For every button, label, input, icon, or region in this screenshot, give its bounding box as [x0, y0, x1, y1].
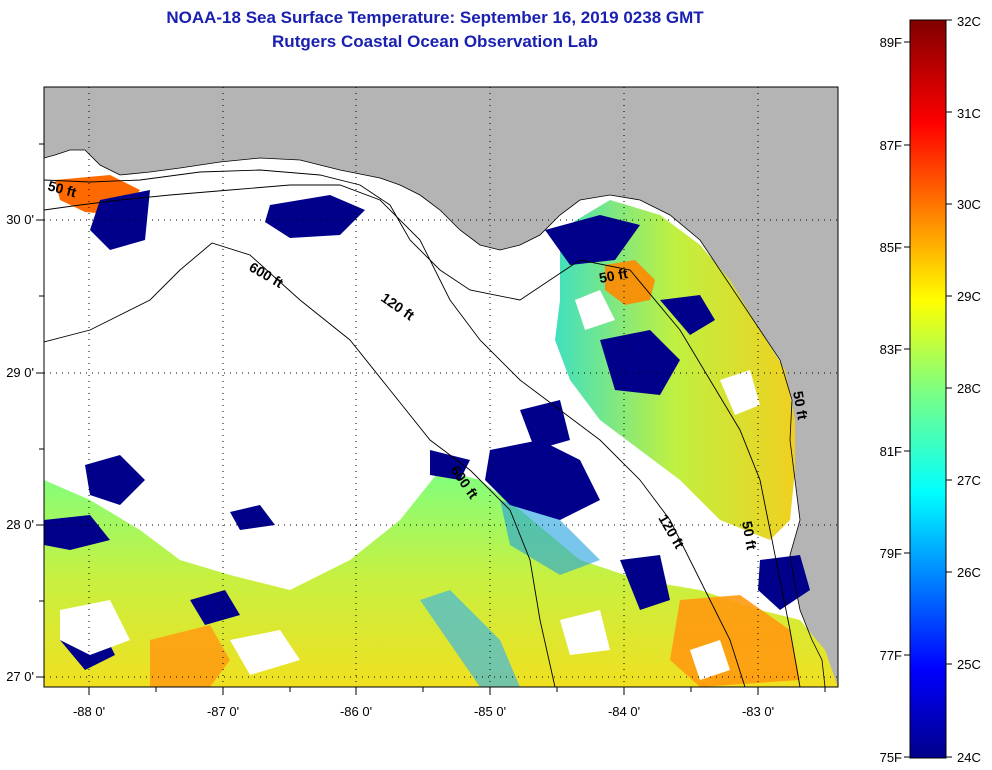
colorbar-f-label: 81F	[880, 444, 902, 459]
colorbar-ticks	[904, 19, 952, 758]
colorbar-f-label: 89F	[880, 35, 902, 50]
lat-label: 28 0'	[6, 517, 34, 532]
lat-label: 29 0'	[6, 365, 34, 380]
contour-600ft	[44, 242, 556, 687]
colorbar-c-label: 27C	[957, 473, 981, 488]
colorbar-c-label: 24C	[957, 750, 981, 765]
contour-50ft	[44, 169, 801, 687]
land-mass	[44, 87, 838, 687]
map-border	[43, 86, 839, 688]
colorbar-c-label: 32C	[957, 14, 981, 29]
lon-label: -85 0'	[474, 704, 506, 719]
colorbar-c-label: 25C	[957, 657, 981, 672]
graticule	[44, 87, 838, 687]
colorbar-c-label: 26C	[957, 565, 981, 580]
lon-label: -88 0'	[73, 704, 105, 719]
cool-streak	[420, 590, 520, 687]
colorbar-c-label: 29C	[957, 289, 981, 304]
contour-label: 50 ft	[790, 390, 811, 421]
map-title: NOAA-18 Sea Surface Temperature: Septemb…	[166, 8, 704, 27]
cloud-holes	[60, 290, 760, 680]
map-subtitle: Rutgers Coastal Ocean Observation Lab	[272, 32, 598, 51]
colorbar-f-label: 83F	[880, 342, 902, 357]
cool-streak-2	[500, 500, 600, 575]
colorbar-c-label: 28C	[957, 381, 981, 396]
warm-patch-sw	[150, 625, 230, 687]
colorbar-f-label: 79F	[880, 546, 902, 561]
coastline	[44, 149, 826, 687]
colorbar	[909, 19, 947, 759]
colorbar-c-label: 31C	[957, 106, 981, 121]
colorbar-c-label: 30C	[957, 197, 981, 212]
axis-ticks	[36, 143, 826, 695]
colorbar-f-label: 77F	[880, 648, 902, 663]
contour-label: 50 ft	[46, 177, 78, 200]
contour-label: 50 ft	[598, 265, 629, 286]
lat-label: 27 0'	[6, 669, 34, 684]
contour-label: 50 ft	[739, 520, 760, 551]
colorbar-f-label: 75F	[880, 750, 902, 765]
colorbar-f-label: 87F	[880, 138, 902, 153]
lon-label: -87 0'	[207, 704, 239, 719]
lon-label: -84 0'	[608, 704, 640, 719]
lon-label: -86 0'	[340, 704, 372, 719]
contour-120ft	[44, 184, 746, 687]
colorbar-f-label: 85F	[880, 240, 902, 255]
warm-water-south	[44, 470, 838, 687]
lat-label: 30 0'	[6, 212, 34, 227]
warm-patch-ne	[605, 260, 655, 305]
lon-label: -83 0'	[742, 704, 774, 719]
